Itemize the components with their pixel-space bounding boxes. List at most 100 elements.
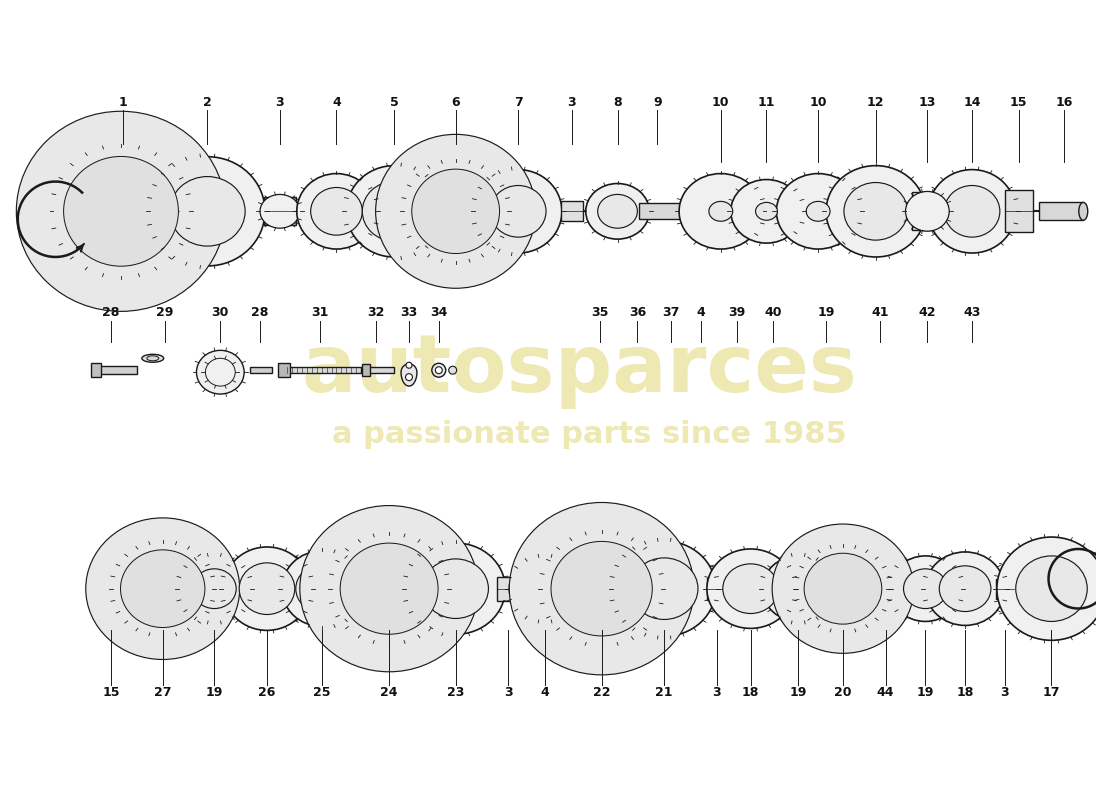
Ellipse shape: [551, 542, 652, 636]
Text: 34: 34: [430, 306, 448, 319]
Ellipse shape: [300, 506, 478, 672]
Ellipse shape: [844, 182, 908, 240]
Bar: [96, 366, 136, 374]
Text: 1: 1: [119, 95, 128, 109]
Text: 30: 30: [211, 306, 229, 319]
Ellipse shape: [422, 559, 488, 618]
Text: 19: 19: [916, 686, 934, 699]
Text: 3: 3: [504, 686, 513, 699]
Ellipse shape: [310, 187, 362, 235]
Ellipse shape: [708, 202, 733, 222]
Ellipse shape: [94, 567, 103, 610]
Text: 21: 21: [656, 686, 673, 699]
Bar: [366, 367, 394, 373]
Polygon shape: [402, 364, 417, 386]
Text: 24: 24: [381, 686, 398, 699]
Ellipse shape: [239, 563, 295, 614]
Text: 29: 29: [156, 306, 174, 319]
Text: 40: 40: [764, 306, 782, 319]
Ellipse shape: [905, 191, 949, 231]
Bar: [639, 203, 689, 219]
Ellipse shape: [509, 557, 581, 621]
Text: 42: 42: [918, 306, 936, 319]
Ellipse shape: [142, 354, 164, 362]
Text: 12: 12: [867, 95, 884, 109]
Circle shape: [406, 374, 412, 381]
Ellipse shape: [192, 569, 236, 609]
Bar: [561, 202, 583, 222]
Ellipse shape: [169, 177, 245, 246]
Ellipse shape: [597, 194, 637, 228]
Ellipse shape: [1079, 202, 1088, 220]
Ellipse shape: [777, 569, 821, 609]
Text: 23: 23: [447, 686, 464, 699]
Ellipse shape: [113, 543, 212, 634]
Ellipse shape: [491, 186, 546, 237]
Text: 28: 28: [102, 306, 120, 319]
Ellipse shape: [54, 146, 188, 276]
Ellipse shape: [707, 549, 794, 629]
Ellipse shape: [223, 547, 310, 630]
Text: 15: 15: [1010, 95, 1027, 109]
Text: 32: 32: [367, 306, 385, 319]
Ellipse shape: [404, 162, 507, 261]
Text: 22: 22: [593, 686, 611, 699]
Ellipse shape: [903, 569, 947, 609]
Ellipse shape: [806, 202, 830, 222]
Text: 35: 35: [591, 306, 608, 319]
Text: 5: 5: [389, 95, 398, 109]
Ellipse shape: [362, 182, 426, 241]
Text: 20: 20: [834, 686, 851, 699]
Ellipse shape: [121, 550, 205, 627]
Ellipse shape: [997, 537, 1100, 640]
Ellipse shape: [474, 170, 562, 253]
Bar: [250, 367, 272, 373]
Circle shape: [432, 363, 446, 377]
Text: 18: 18: [956, 686, 974, 699]
Ellipse shape: [524, 570, 567, 607]
Ellipse shape: [260, 194, 299, 228]
Bar: [264, 198, 296, 226]
Text: 19: 19: [790, 686, 807, 699]
Circle shape: [436, 366, 442, 374]
Ellipse shape: [542, 533, 661, 644]
Ellipse shape: [86, 518, 240, 659]
Ellipse shape: [826, 166, 925, 257]
Ellipse shape: [804, 554, 882, 624]
Text: 39: 39: [728, 306, 746, 319]
Text: 13: 13: [918, 95, 936, 109]
Text: 3: 3: [713, 686, 722, 699]
Text: 27: 27: [154, 686, 172, 699]
Bar: [996, 578, 1014, 598]
Bar: [151, 202, 178, 220]
Ellipse shape: [331, 535, 447, 642]
Bar: [707, 578, 727, 600]
Ellipse shape: [406, 543, 505, 634]
Text: 3: 3: [1001, 686, 1009, 699]
Ellipse shape: [375, 134, 536, 288]
Bar: [362, 364, 371, 376]
Ellipse shape: [411, 169, 499, 254]
Text: 18: 18: [741, 686, 759, 699]
Ellipse shape: [762, 556, 834, 622]
Text: 26: 26: [258, 686, 276, 699]
Text: autosparces: autosparces: [301, 331, 858, 410]
Ellipse shape: [613, 541, 716, 636]
Circle shape: [449, 366, 456, 374]
Ellipse shape: [206, 358, 235, 386]
Text: 7: 7: [514, 95, 522, 109]
Ellipse shape: [178, 556, 250, 622]
Ellipse shape: [585, 183, 649, 239]
Ellipse shape: [197, 350, 244, 394]
Ellipse shape: [890, 556, 961, 622]
Text: 28: 28: [251, 306, 268, 319]
Ellipse shape: [756, 202, 778, 220]
Ellipse shape: [297, 174, 376, 249]
Bar: [1004, 190, 1033, 232]
Ellipse shape: [772, 524, 914, 654]
Text: 31: 31: [311, 306, 328, 319]
Text: 33: 33: [400, 306, 418, 319]
Bar: [688, 206, 692, 216]
Ellipse shape: [509, 502, 694, 675]
Bar: [91, 363, 101, 377]
